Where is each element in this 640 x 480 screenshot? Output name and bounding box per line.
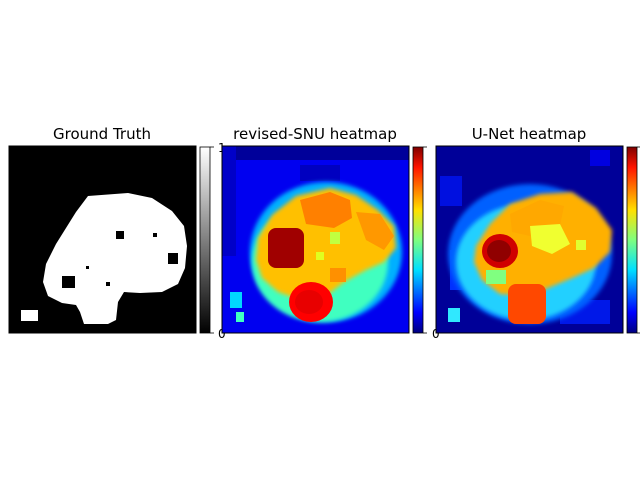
panel-revised-snu: revised-SNU heatmap	[221, 125, 440, 341]
mask-hole	[116, 231, 124, 239]
colorbar-u-net	[626, 146, 640, 334]
heatmap-revised-snu	[222, 146, 409, 333]
mask-hole	[86, 266, 89, 269]
title-u-net: U-Net heatmap	[472, 125, 587, 143]
mask-hole	[153, 233, 157, 237]
mask-image	[9, 146, 196, 333]
mask-hole	[62, 276, 75, 288]
mask-island	[21, 310, 38, 321]
mask-hole	[106, 282, 110, 286]
colorbar-revised-snu: 0	[412, 146, 440, 341]
mask-hole	[180, 286, 186, 294]
heatmap-u-net	[436, 146, 623, 333]
colorbar-tick-min: 0	[432, 327, 440, 341]
panel-u-net: U-Net heatmap	[435, 125, 640, 334]
title-ground-truth: Ground Truth	[53, 125, 151, 143]
title-revised-snu: revised-SNU heatmap	[233, 125, 397, 143]
panel-ground-truth: Ground Truth 1 0	[8, 125, 226, 341]
mask-hole	[168, 253, 178, 264]
colorbar-tick-min: 0	[218, 327, 226, 341]
mask-blob	[43, 193, 187, 324]
